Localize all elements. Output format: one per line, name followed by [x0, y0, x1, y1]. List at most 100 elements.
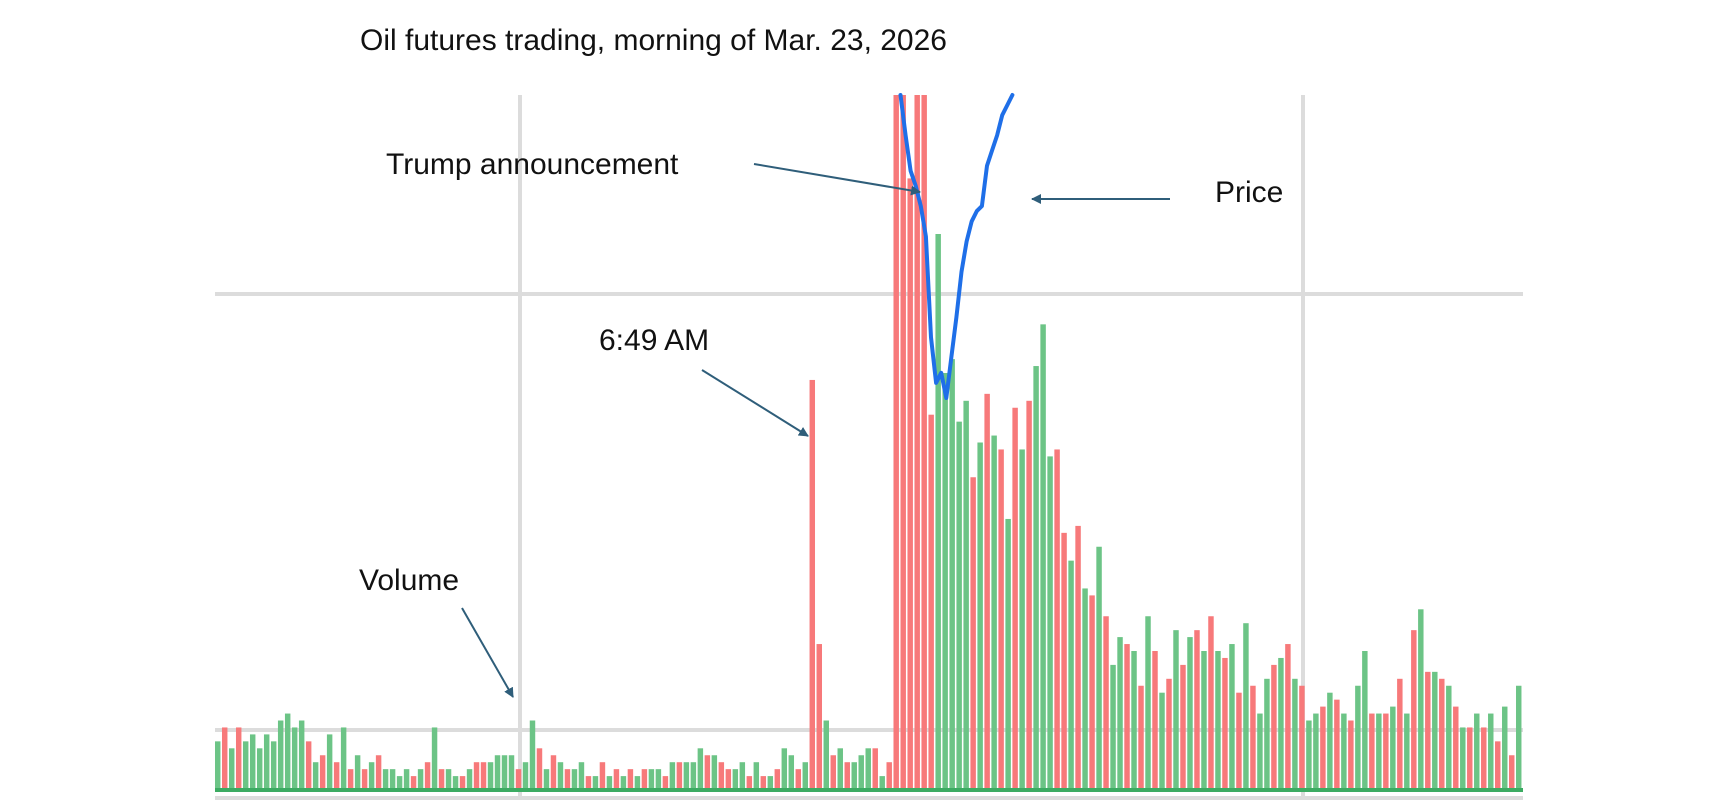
volume-bar [991, 435, 997, 790]
volume-bar [1404, 713, 1410, 790]
volume-bar [774, 769, 781, 790]
volume-bar [788, 755, 795, 790]
volume-bar [354, 755, 361, 790]
volume-bar [277, 720, 284, 790]
volume-bar [1369, 713, 1375, 790]
volume-bar [893, 95, 899, 790]
volume-bar [928, 414, 934, 790]
volume-bar [599, 762, 606, 790]
volume-bar [858, 755, 864, 790]
volume-bar [1467, 727, 1473, 790]
volume-bar [515, 769, 522, 790]
volume-bar [494, 755, 501, 790]
volume-bar [739, 762, 746, 790]
volume-bar [830, 755, 836, 790]
volume-bar [732, 769, 739, 790]
volume-bar [1054, 449, 1060, 790]
volume-bar [543, 769, 550, 790]
arrow-649-am [701, 369, 809, 437]
volume-bar [1313, 713, 1319, 790]
volume-bar [312, 762, 319, 790]
volume-bar [1201, 651, 1207, 790]
volume-bar [1110, 664, 1116, 790]
volume-bar [501, 755, 508, 790]
volume-bar [1215, 651, 1221, 790]
volume-bar [424, 762, 431, 790]
volume-bar [1166, 678, 1172, 790]
volume-bar [914, 95, 920, 790]
volume-bar [375, 755, 382, 790]
volume-bar [1264, 678, 1270, 790]
volume-bar [578, 762, 585, 790]
volume-bar [1502, 706, 1508, 790]
volume-bar [326, 734, 333, 790]
annotation-price: Price [1215, 176, 1283, 209]
volume-bar [305, 741, 312, 790]
volume-bar [1425, 671, 1431, 790]
volume-bar [1173, 630, 1179, 790]
volume-bar [802, 762, 809, 790]
volume-bar [1026, 400, 1032, 790]
volume-bar [438, 769, 445, 790]
volume-bar [1341, 713, 1347, 790]
volume-bar [1474, 713, 1480, 790]
volume-bar [998, 449, 1004, 790]
volume-bar [1446, 685, 1452, 790]
volume-bar [487, 762, 494, 790]
volume-bar [396, 776, 403, 790]
volume-bars [215, 95, 1522, 790]
volume-bar [263, 734, 270, 790]
volume-bar [753, 762, 760, 790]
annotation-649-am: 6:49 AM [599, 324, 709, 357]
volume-bar [1194, 630, 1200, 790]
volume-bar [445, 769, 452, 790]
volume-bar [676, 762, 683, 790]
volume-bar [1376, 713, 1382, 790]
volume-bar [459, 776, 466, 790]
volume-bar [1453, 706, 1459, 790]
volume-bar [1397, 678, 1403, 790]
volume-bar [1047, 456, 1053, 790]
volume-bar [1075, 525, 1081, 790]
chart-title: Oil futures trading, morning of Mar. 23,… [360, 24, 947, 57]
volume-bar [641, 769, 648, 790]
volume-bar [340, 727, 347, 790]
volume-bar [1229, 644, 1235, 790]
volume-bar [235, 727, 242, 790]
volume-bar [921, 95, 927, 790]
volume-bar [1278, 657, 1284, 790]
volume-bar [368, 762, 375, 790]
volume-bar [781, 748, 788, 790]
volume-bar [767, 776, 774, 790]
volume-bar [823, 720, 829, 790]
volume-bar [452, 776, 459, 790]
volume-bar [655, 769, 662, 790]
volume-bar [1103, 616, 1109, 790]
volume-bar [242, 741, 249, 790]
volume-bar [1432, 671, 1438, 790]
volume-bar [711, 755, 718, 790]
volume-bar [1131, 651, 1137, 790]
volume-bar [215, 741, 221, 790]
volume-bar [1271, 664, 1277, 790]
volume-bar [228, 748, 235, 790]
volume-bar [613, 769, 620, 790]
volume-bar [1327, 692, 1333, 790]
volume-bar [1285, 644, 1291, 790]
volume-bar [977, 442, 983, 790]
price-line [898, 93, 1015, 400]
volume-bar [417, 769, 424, 790]
volume-bar [1460, 727, 1466, 790]
volume-bar [1068, 560, 1074, 790]
volume-bar [669, 762, 676, 790]
volume-bar [571, 769, 578, 790]
volume-bar [662, 776, 669, 790]
volume-bar [270, 741, 277, 790]
volume-bar [879, 776, 885, 790]
volume-bar [1250, 685, 1256, 790]
volume-bar [291, 727, 298, 790]
volume-bar [956, 421, 962, 790]
volume-bar [1180, 664, 1186, 790]
volume-bar [1495, 741, 1501, 790]
